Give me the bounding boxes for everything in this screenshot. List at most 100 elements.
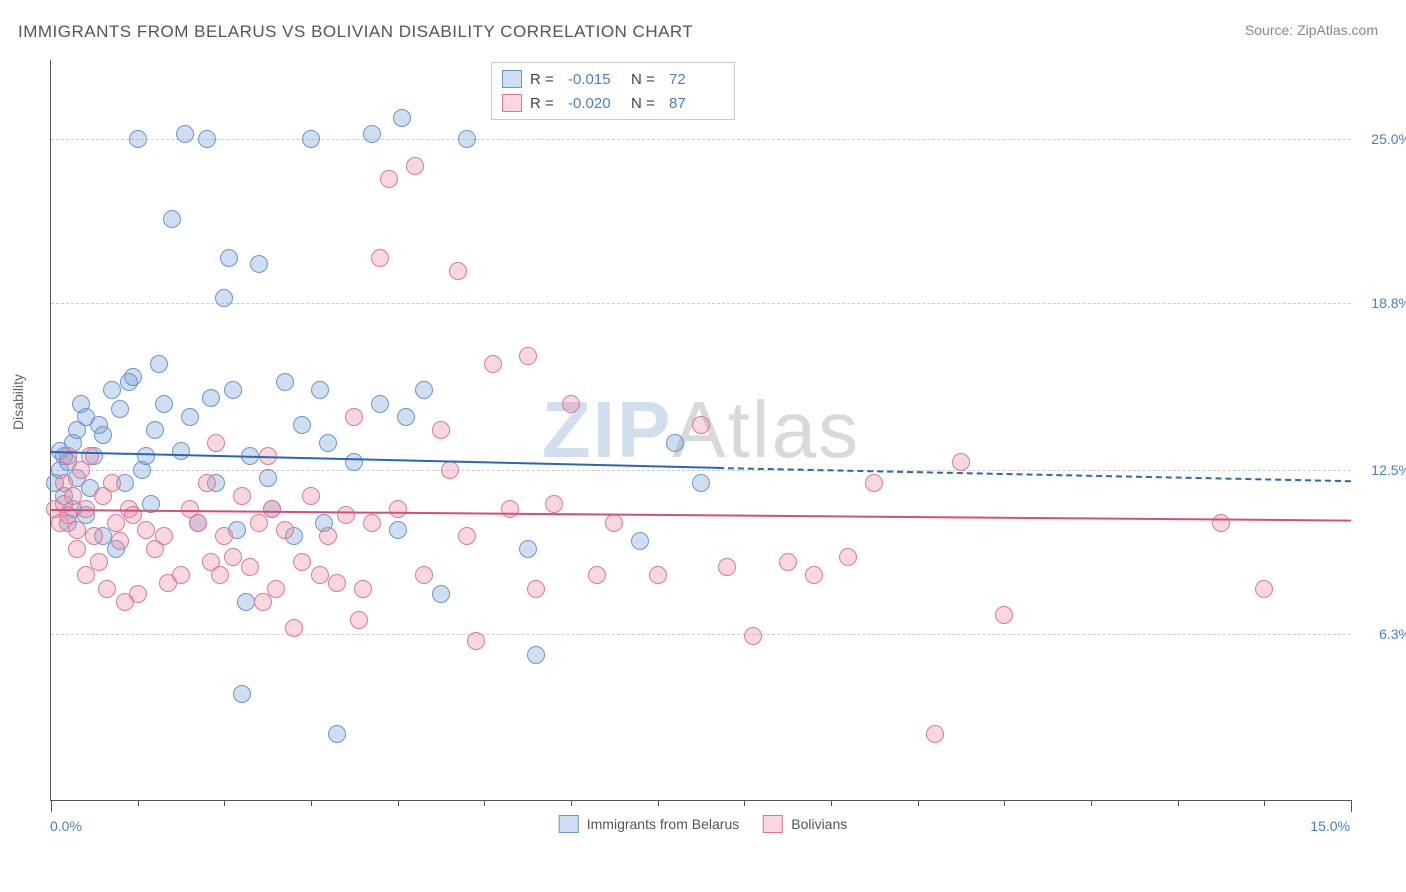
x-tick [1004, 800, 1005, 806]
swatch-belarus [559, 815, 579, 833]
data-point-belarus [181, 408, 199, 426]
legend-item-bolivians: Bolivians [763, 815, 847, 833]
legend-label-belarus: Immigrants from Belarus [587, 816, 739, 832]
data-point-bolivians [124, 506, 142, 524]
data-point-belarus [319, 434, 337, 452]
data-point-bolivians [155, 527, 173, 545]
data-point-bolivians [692, 416, 710, 434]
data-point-bolivians [85, 527, 103, 545]
data-point-bolivians [98, 580, 116, 598]
data-point-bolivians [441, 461, 459, 479]
data-point-belarus [345, 453, 363, 471]
data-point-bolivians [337, 506, 355, 524]
data-point-bolivians [779, 553, 797, 571]
data-point-bolivians [293, 553, 311, 571]
data-point-belarus [146, 421, 164, 439]
data-point-bolivians [371, 249, 389, 267]
x-tick [918, 800, 919, 806]
n-label: N = [631, 95, 661, 112]
data-point-bolivians [467, 632, 485, 650]
data-point-bolivians [263, 500, 281, 518]
data-point-belarus [432, 585, 450, 603]
data-point-belarus [103, 381, 121, 399]
data-point-belarus [527, 646, 545, 664]
data-point-belarus [397, 408, 415, 426]
data-point-bolivians [718, 558, 736, 576]
n-value-bolivians: 87 [669, 95, 724, 112]
data-point-bolivians [432, 421, 450, 439]
data-point-bolivians [302, 487, 320, 505]
data-point-bolivians [545, 495, 563, 513]
data-point-belarus [631, 532, 649, 550]
legend-item-belarus: Immigrants from Belarus [559, 815, 739, 833]
data-point-bolivians [267, 580, 285, 598]
data-point-bolivians [276, 521, 294, 539]
data-point-bolivians [198, 474, 216, 492]
data-point-bolivians [744, 627, 762, 645]
y-tick-label: 12.5% [1356, 462, 1406, 478]
x-tick [51, 800, 52, 812]
data-point-bolivians [68, 540, 86, 558]
data-point-bolivians [224, 548, 242, 566]
source-label: Source: ZipAtlas.com [1245, 22, 1378, 38]
x-tick [571, 800, 572, 806]
r-label: R = [530, 71, 560, 88]
x-tick [311, 800, 312, 806]
data-point-belarus [259, 469, 277, 487]
data-point-bolivians [215, 527, 233, 545]
data-point-bolivians [588, 566, 606, 584]
data-point-belarus [311, 381, 329, 399]
data-point-bolivians [865, 474, 883, 492]
chart-title: IMMIGRANTS FROM BELARUS VS BOLIVIAN DISA… [18, 22, 693, 42]
data-point-bolivians [805, 566, 823, 584]
data-point-bolivians [90, 553, 108, 571]
legend-label-bolivians: Bolivians [791, 816, 847, 832]
data-point-bolivians [68, 521, 86, 539]
data-point-belarus [276, 373, 294, 391]
swatch-bolivians [763, 815, 783, 833]
data-point-bolivians [562, 395, 580, 413]
data-point-belarus [94, 426, 112, 444]
x-tick [224, 800, 225, 806]
data-point-bolivians [172, 566, 190, 584]
data-point-belarus [129, 130, 147, 148]
data-point-belarus [176, 125, 194, 143]
data-point-belarus [415, 381, 433, 399]
data-point-bolivians [111, 532, 129, 550]
data-point-bolivians [129, 585, 147, 603]
data-point-belarus [124, 368, 142, 386]
y-tick-label: 25.0% [1356, 131, 1406, 147]
x-tick [744, 800, 745, 806]
data-point-bolivians [319, 527, 337, 545]
x-tick [1178, 800, 1179, 806]
data-point-bolivians [649, 566, 667, 584]
data-point-belarus [458, 130, 476, 148]
data-point-bolivians [952, 453, 970, 471]
data-point-belarus [302, 130, 320, 148]
data-point-bolivians [103, 474, 121, 492]
data-point-belarus [150, 355, 168, 373]
data-point-belarus [250, 255, 268, 273]
data-point-belarus [215, 289, 233, 307]
x-tick [1264, 800, 1265, 806]
data-point-belarus [389, 521, 407, 539]
swatch-belarus [502, 70, 522, 88]
n-label: N = [631, 71, 661, 88]
data-point-belarus [220, 249, 238, 267]
trend-line [51, 509, 1351, 522]
data-point-bolivians [519, 347, 537, 365]
data-point-belarus [111, 400, 129, 418]
data-point-bolivians [380, 170, 398, 188]
data-point-belarus [198, 130, 216, 148]
data-point-belarus [393, 109, 411, 127]
x-tick [831, 800, 832, 806]
data-point-belarus [237, 593, 255, 611]
y-tick-label: 6.3% [1356, 626, 1406, 642]
x-tick [138, 800, 139, 806]
data-point-bolivians [415, 566, 433, 584]
data-point-bolivians [839, 548, 857, 566]
legend-stats-row-belarus: R = -0.015 N = 72 [502, 67, 724, 91]
data-point-bolivians [995, 606, 1013, 624]
data-point-bolivians [328, 574, 346, 592]
data-point-belarus [137, 447, 155, 465]
